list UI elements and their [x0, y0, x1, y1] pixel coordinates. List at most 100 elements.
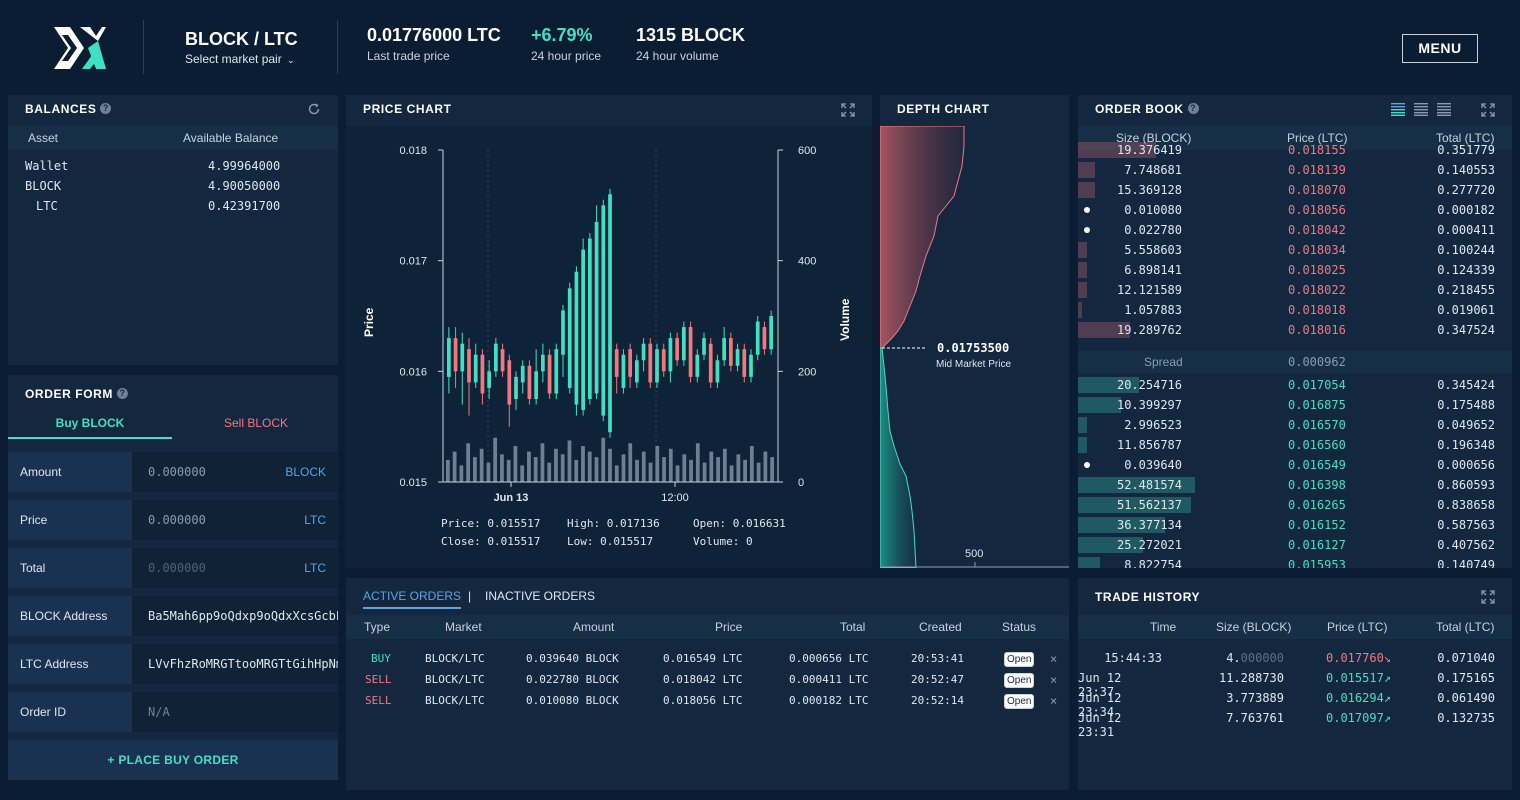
volume-bar: [547, 462, 552, 482]
order-book-row[interactable]: 11.856787 0.016560 0.196348: [1078, 435, 1512, 455]
tab-sell[interactable]: Sell BLOCK: [223, 416, 289, 430]
market-pair-select[interactable]: Select market pair ⌄: [185, 52, 295, 66]
cancel-order-close-icon[interactable]: ×: [1050, 694, 1058, 708]
view-both-icon[interactable]: [1391, 103, 1405, 116]
arrow-up-icon: ↗: [1383, 691, 1392, 705]
trade-time: Jun 12 23:34: [1078, 691, 1122, 719]
ob-size: 0.039640: [1124, 458, 1182, 472]
order-book-row[interactable]: 0.039640 0.016549 0.000656: [1078, 455, 1512, 475]
trade-price-value: 0.017760: [1326, 651, 1384, 665]
order-book-row[interactable]: 2.996523 0.016570 0.049652: [1078, 415, 1512, 435]
price-change-label: 24 hour price: [531, 49, 602, 63]
view-bids-icon[interactable]: [1437, 103, 1451, 116]
field-label: Order ID: [8, 692, 132, 732]
amount-input[interactable]: 0.000000 BLOCK: [132, 452, 338, 492]
order-id-input: N/A: [132, 692, 338, 732]
volume-bar: [635, 459, 639, 482]
order-book-panel: ORDER BOOK? Size (BLOCK) Price (LTC) Tot…: [1078, 95, 1512, 568]
block-address-input[interactable]: Ba5Mah6pp9oQdxp9oQdxXcsGcbL: [132, 596, 338, 636]
order-book-row[interactable]: 15.369128 0.018070 0.277720: [1078, 180, 1512, 200]
field-label: LTC Address: [8, 644, 132, 684]
order-book-row[interactable]: 0.022780 0.018042 0.000411: [1078, 220, 1512, 240]
ob-size: 6.898141: [1124, 263, 1182, 277]
ask-depth-bar: [1078, 162, 1096, 178]
question-icon[interactable]: ?: [117, 388, 128, 399]
expand-icon[interactable]: [1481, 103, 1495, 117]
menu-button[interactable]: MENU: [1402, 34, 1478, 63]
order-book-asks[interactable]: 19.376419 0.018155 0.351779 7.748681 0.01813…: [1078, 140, 1512, 344]
ob-price: 0.016152: [1288, 518, 1346, 532]
order-price: 0.016549 LTC: [663, 652, 743, 665]
depth-chart-svg[interactable]: [880, 126, 1069, 568]
ob-total: 0.049652: [1437, 418, 1495, 432]
volume-bar: [540, 443, 545, 482]
ob-size: 25.272021: [1116, 538, 1182, 552]
question-icon[interactable]: ?: [1187, 103, 1199, 114]
ob-size: 51.562137: [1116, 498, 1182, 512]
volume-bar: [743, 459, 747, 482]
col-price: Price: [715, 620, 743, 634]
info-price: Price: 0.015517: [441, 517, 541, 530]
place-buy-order-button[interactable]: + PLACE BUY ORDER: [8, 740, 338, 780]
ask-depth-bar: [1078, 282, 1087, 298]
order-book-row[interactable]: 1.057883 0.018018 0.019061: [1078, 300, 1512, 320]
expand-icon[interactable]: [841, 103, 855, 117]
order-book-row[interactable]: 19.289762 0.018016 0.347524: [1078, 320, 1512, 340]
candle-body: [648, 343, 653, 383]
order-book-row[interactable]: 0.010080 0.018056 0.000182: [1078, 200, 1512, 220]
order-form-title: ORDER FORM?: [25, 387, 128, 401]
order-book-row[interactable]: 51.562137 0.016265 0.838658: [1078, 495, 1512, 515]
logo-icon[interactable]: [52, 25, 106, 71]
order-book-row[interactable]: 6.898141 0.018025 0.124339: [1078, 260, 1512, 280]
candle-body: [473, 354, 478, 383]
ob-size: 15.369128: [1116, 183, 1182, 197]
order-book-row[interactable]: 36.377134 0.016152 0.587563: [1078, 515, 1512, 535]
candle-body: [655, 349, 659, 383]
order-book-row[interactable]: 10.399297 0.016875 0.175488: [1078, 395, 1512, 415]
cancel-order-close-icon[interactable]: ×: [1050, 652, 1058, 666]
order-book-row[interactable]: 12.121589 0.018022 0.218455: [1078, 280, 1512, 300]
price-input[interactable]: 0.000000 LTC: [132, 500, 338, 540]
ob-total: 0.140749: [1437, 558, 1495, 568]
order-row[interactable]: SELL BLOCK/LTC 0.022780 BLOCK 0.018042 LTC 0…: [346, 669, 1069, 690]
cancel-order-close-icon[interactable]: ×: [1050, 673, 1058, 687]
ltc-address-input[interactable]: LVvFhzRoMRGTtooMRGTtGihHpNm: [132, 644, 338, 684]
volume-bar: [560, 454, 565, 482]
refresh-icon[interactable]: [307, 102, 321, 116]
order-book-row[interactable]: 52.481574 0.016398 0.860593: [1078, 475, 1512, 495]
price-chart-svg[interactable]: 0.018 0.017 0.016 0.015 600 400 200 0 Jun 13 12:0…: [346, 126, 872, 568]
order-row[interactable]: SELL BLOCK/LTC 0.010080 BLOCK 0.018056 LTC 0…: [346, 690, 1069, 711]
view-asks-icon[interactable]: [1414, 103, 1428, 116]
order-book-row[interactable]: 8.822754 0.015953 0.140749: [1078, 555, 1512, 568]
volume-bar: [662, 457, 666, 482]
candle-body: [447, 338, 451, 377]
trade-size: 11.288730: [1219, 671, 1284, 685]
trade-total: 0.175165: [1437, 671, 1495, 685]
order-market: BLOCK/LTC: [425, 652, 485, 665]
tab-inactive-orders[interactable]: INACTIVE ORDERS: [485, 589, 596, 603]
candle-body: [527, 365, 532, 399]
candle-body: [614, 349, 619, 377]
volume-bar: [574, 459, 579, 482]
order-book-row[interactable]: 5.558603 0.018034 0.100244: [1078, 240, 1512, 260]
tab-buy[interactable]: Buy BLOCK: [8, 411, 172, 439]
balance-asset: Wallet: [25, 159, 69, 173]
order-row[interactable]: BUY BLOCK/LTC 0.039640 BLOCK 0.016549 LTC 0.…: [346, 648, 1069, 669]
candle-body: [608, 194, 612, 433]
tab-active-orders[interactable]: ACTIVE ORDERS: [363, 589, 462, 609]
order-book-row[interactable]: 7.748681 0.018139 0.140553: [1078, 160, 1512, 180]
candle-body: [749, 354, 753, 377]
trade-row: 15:44:33 4.000000 0.017760↘ 0.071040: [1078, 647, 1512, 667]
order-book-row[interactable]: 25.272021 0.016127 0.407562: [1078, 535, 1512, 555]
candle-body: [547, 354, 552, 394]
ob-price: 0.016875: [1288, 398, 1346, 412]
order-created: 20:52:14: [911, 694, 964, 707]
balance-row: LTC 0.42391700: [8, 199, 338, 219]
order-book-bids[interactable]: 20.254716 0.017054 0.345424 10.399297 0.0168…: [1078, 375, 1512, 568]
balance-value: 4.99964000: [208, 159, 281, 173]
expand-icon[interactable]: [1481, 590, 1495, 604]
question-icon[interactable]: ?: [100, 103, 112, 114]
order-book-row[interactable]: 19.376419 0.018155 0.351779: [1078, 140, 1512, 160]
market-pair-title[interactable]: BLOCK / LTC: [185, 29, 298, 49]
order-book-row[interactable]: 20.254716 0.017054 0.345424: [1078, 375, 1512, 395]
